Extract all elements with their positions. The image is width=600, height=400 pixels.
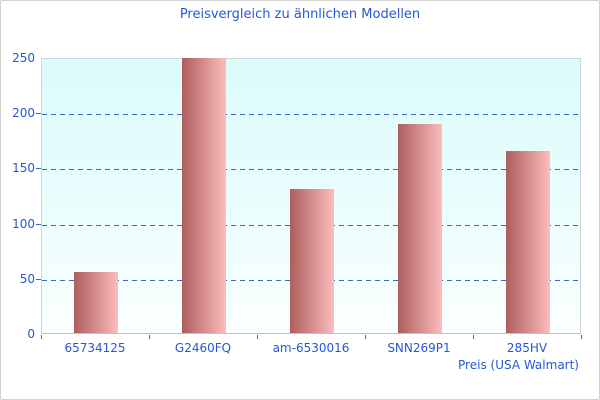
x-tick-0 [41, 335, 42, 339]
y-tick-150 [36, 168, 41, 170]
chart-title: Preisvergleich zu ähnlichen Modellen [179, 7, 421, 22]
x-axis-label-G2460FQ: G2460FQ [174, 341, 232, 355]
x-tick-3 [365, 335, 366, 339]
x-axis-title: Preis (USA Walmart) [458, 358, 579, 372]
x-axis-label-65734125: 65734125 [64, 341, 126, 355]
x-axis-label-SNN269P1: SNN269P1 [387, 341, 451, 355]
x-tick-5 [581, 335, 582, 339]
x-tick-4 [473, 335, 474, 339]
bar-SNN269P1 [398, 124, 442, 333]
y-axis-label-200: 200 [12, 106, 35, 121]
x-tick-2 [257, 335, 258, 339]
bar-G2460FQ [182, 58, 226, 333]
y-axis-label-50: 50 [19, 271, 35, 286]
bar-am-6530016 [290, 189, 334, 333]
y-tick-200 [36, 113, 41, 115]
bar-65734125 [74, 272, 118, 333]
x-axis-label-am-6530016: am-6530016 [272, 341, 350, 355]
y-axis-label-150: 150 [12, 161, 35, 176]
plot-area [41, 58, 581, 334]
gridline-200 [42, 114, 580, 116]
gridline-150 [42, 169, 580, 171]
y-tick-100 [36, 223, 41, 225]
y-axis-label-250: 250 [12, 51, 35, 65]
y-tick-50 [36, 278, 41, 280]
bar-285HV [506, 150, 550, 333]
x-axis-label-285HV: 285HV [506, 341, 548, 355]
y-axis-label-0: 0 [27, 327, 35, 341]
x-tick-1 [149, 335, 150, 339]
y-axis-label-100: 100 [12, 216, 35, 231]
